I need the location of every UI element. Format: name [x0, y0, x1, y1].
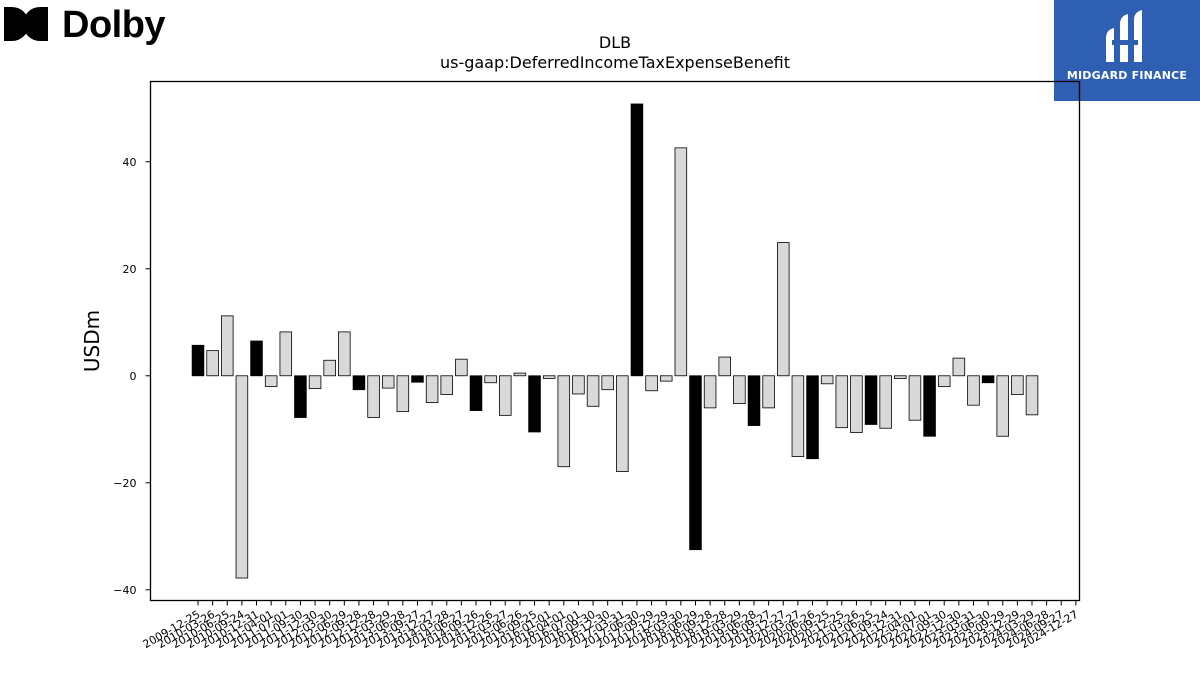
bar-2023-12-29: [1011, 375, 1024, 395]
bar-2014-09-26: [469, 375, 483, 411]
bar-2018-12-28: [718, 356, 731, 377]
bar-2020-12-25: [835, 375, 849, 429]
bar-2023-09-29: [996, 375, 1009, 437]
bar-2023-03-31: [967, 375, 980, 406]
bar-2013-09-27: [411, 375, 424, 383]
midgard-finance-badge: MIDGARD FINANCE: [1054, 0, 1200, 101]
bar-2017-12-29: [659, 375, 673, 382]
bar-2020-06-26: [806, 375, 819, 460]
bar-2017-03-31: [616, 375, 629, 472]
bar-2017-06-30: [630, 103, 644, 377]
dolby-logo: Dolby: [4, 4, 166, 48]
bar-2019-09-27: [762, 375, 775, 409]
bar-2021-03-26: [850, 375, 863, 433]
y-tick-label: 40: [123, 156, 137, 169]
bars-group: [191, 103, 1039, 579]
plot-frame: [149, 80, 1081, 602]
bar-2014-12-26: [484, 375, 497, 384]
bar-2022-09-30: [937, 375, 951, 387]
bar-2010-03-26: [206, 350, 219, 377]
bar-2019-12-27: [777, 242, 790, 377]
midgard-finance-label: MIDGARD FINANCE: [1066, 69, 1188, 82]
bar-2015-09-25: [528, 375, 541, 433]
bar-2012-03-30: [323, 359, 336, 377]
bar-2015-06-26: [513, 372, 527, 377]
bar-2021-12-31: [894, 375, 907, 379]
y-tick-label: 0: [130, 370, 137, 383]
bar-2022-12-30: [952, 357, 966, 377]
bar-2012-09-28: [352, 375, 366, 391]
bar-2020-03-27: [791, 375, 805, 457]
bar-2021-09-24: [879, 375, 892, 429]
bar-2016-07-01: [572, 375, 585, 395]
bar-2019-06-28: [747, 375, 761, 426]
bar-2013-03-29: [381, 375, 395, 389]
bar-2011-09-30: [294, 375, 307, 418]
bar-2016-04-01: [557, 375, 571, 468]
chart-subtitle: us-gaap:DeferredIncomeTaxExpenseBenefit: [440, 53, 790, 72]
bar-2022-04-01: [908, 375, 922, 421]
y-tick-label: −20: [113, 477, 136, 490]
bar-2020-09-25: [820, 375, 834, 385]
dolby-logo-text: Dolby: [62, 4, 166, 46]
bar-2011-12-30: [308, 375, 322, 390]
bar-2010-09-24: [235, 375, 249, 579]
bar-2013-06-28: [396, 375, 410, 413]
bar-2022-07-01: [923, 375, 936, 437]
bar-2024-03-29: [1025, 375, 1039, 416]
bar-2021-06-25: [864, 375, 878, 425]
bar-2012-06-29: [338, 331, 351, 377]
dolby-double-d-icon: [4, 7, 48, 41]
y-axis-label: USDm: [80, 310, 104, 372]
y-tick-label: 20: [123, 263, 137, 276]
bar-2016-12-30: [601, 375, 614, 391]
bar-2016-01-01: [542, 375, 556, 379]
bar-2012-12-28: [367, 375, 380, 418]
chart-title: DLB: [599, 33, 631, 52]
bar-2011-07-01: [279, 331, 293, 377]
bar-2014-06-27: [455, 358, 468, 377]
bar-2009-12-25: [191, 344, 205, 377]
midgard-mark-icon: [1106, 10, 1142, 62]
bar-2018-09-28: [703, 375, 717, 409]
bar-2010-06-25: [221, 315, 234, 377]
bar-2015-03-27: [499, 375, 512, 416]
bar-2014-03-28: [440, 375, 453, 395]
bar-2017-09-29: [645, 375, 658, 392]
bar-2013-12-27: [425, 375, 439, 403]
bar-2011-04-01: [264, 375, 278, 387]
bar-2023-06-30: [981, 375, 995, 384]
y-tick-label: −40: [113, 584, 136, 597]
bar-2018-03-30: [674, 147, 688, 377]
bar-2018-06-29: [689, 375, 702, 551]
x-axis-ticks: 2009-12-252010-03-262010-06-252010-09-24…: [141, 600, 1080, 651]
bar-2010-12-31: [250, 340, 263, 377]
y-axis-ticks: −40 −20 0 20 40: [113, 156, 151, 597]
bar-2019-03-29: [733, 375, 746, 404]
bar-2016-09-30: [586, 375, 600, 407]
